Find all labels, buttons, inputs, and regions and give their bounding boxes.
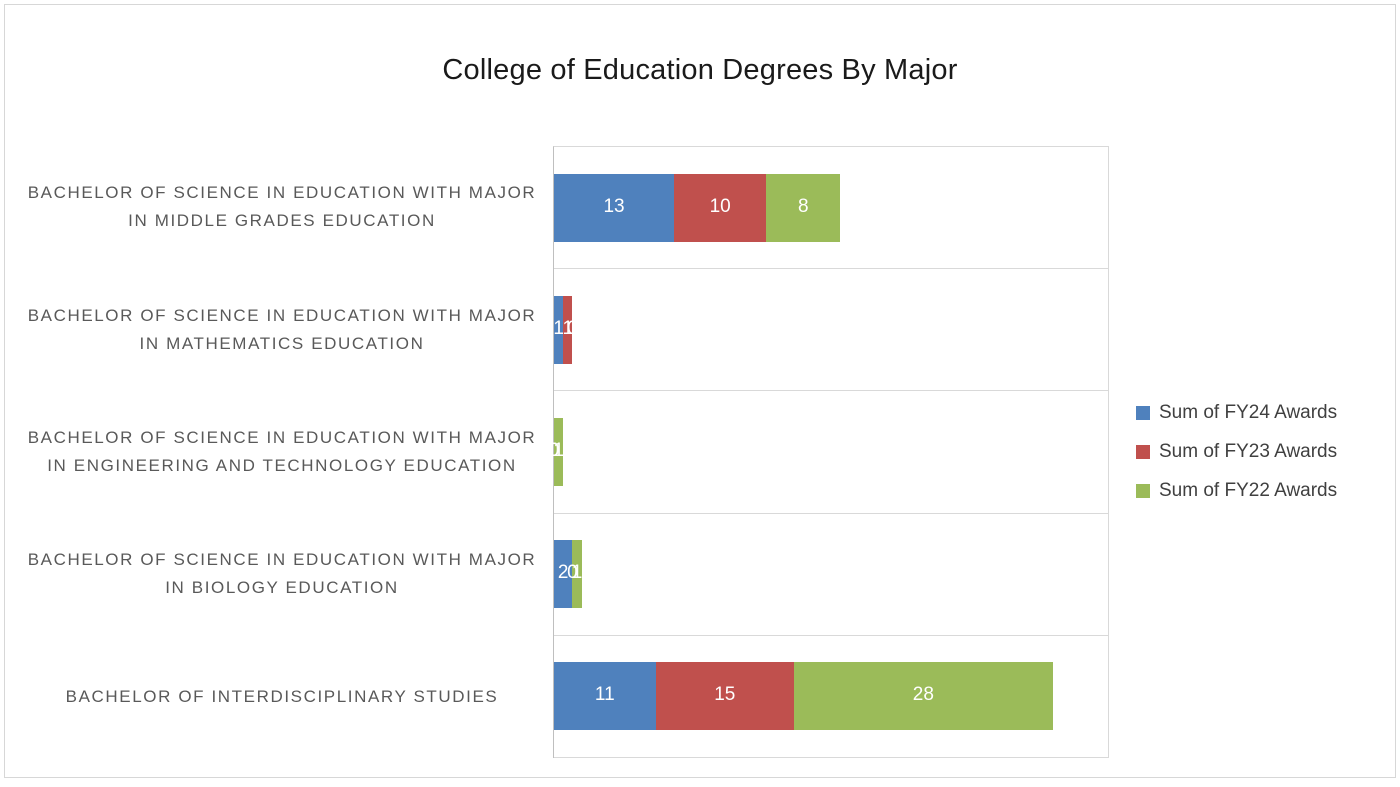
legend-swatch bbox=[1136, 406, 1150, 420]
data-label: 2 bbox=[557, 562, 569, 584]
data-label: 13 bbox=[603, 195, 625, 217]
data-label: 1 bbox=[562, 317, 574, 339]
legend-swatch bbox=[1136, 484, 1150, 498]
chart-frame: College of Education Degrees By Major BA… bbox=[4, 4, 1396, 778]
data-label: 15 bbox=[714, 684, 736, 706]
bar-segment-sum-of-fy23-awards: 1 bbox=[562, 295, 574, 364]
bar-segment-sum-of-fy24-awards: 11 bbox=[554, 662, 656, 731]
data-label: 1 bbox=[571, 562, 583, 584]
legend-label: Sum of FY23 Awards bbox=[1159, 441, 1338, 462]
bar-segment-sum-of-fy22-awards: 1 bbox=[553, 418, 564, 486]
data-label: 8 bbox=[797, 195, 809, 217]
legend-label: Sum of FY22 Awards bbox=[1159, 480, 1338, 501]
data-label: 11 bbox=[594, 684, 615, 706]
legend-swatch bbox=[1136, 445, 1150, 459]
legend-item: Sum of FY24 Awards bbox=[1136, 402, 1395, 424]
plot-row: 13 10 8 bbox=[554, 147, 1108, 270]
data-label: 28 bbox=[912, 684, 934, 706]
legend-item: Sum of FY23 Awards bbox=[1136, 441, 1395, 463]
data-label: 1 bbox=[553, 440, 564, 462]
bar-segment-sum-of-fy23-awards: 15 bbox=[655, 662, 795, 731]
legend-item: Sum of FY22 Awards bbox=[1136, 480, 1395, 502]
category-label: BACHELOR OF SCIENCE IN EDUCATION WITH MA… bbox=[27, 305, 537, 353]
category-label: BACHELOR OF INTERDISCIPLINARY STUDIES bbox=[65, 686, 499, 706]
category-label: BACHELOR OF SCIENCE IN EDUCATION WITH MA… bbox=[27, 550, 537, 598]
stacked-bar: 11 15 28 bbox=[554, 662, 1108, 731]
bar-segment-sum-of-fy24-awards: 2 bbox=[554, 540, 573, 609]
plot-area: 13 10 8 1 1 0 0 0 1 2 0 1 11 15 28 bbox=[549, 146, 1109, 759]
stacked-bar: 13 10 8 bbox=[554, 173, 1108, 242]
category-labels: BACHELOR OF SCIENCE IN EDUCATION WITH MA… bbox=[5, 146, 553, 758]
bar-segment-sum-of-fy23-awards: 10 bbox=[674, 173, 767, 242]
bar-segment-sum-of-fy22-awards: 1 bbox=[571, 540, 583, 609]
chart-body: BACHELOR OF SCIENCE IN EDUCATION WITH MA… bbox=[5, 146, 1395, 759]
bar-segment-sum-of-fy24-awards: 1 bbox=[553, 295, 564, 364]
chart-title: College of Education Degrees By Major bbox=[442, 54, 958, 86]
category-label: BACHELOR OF SCIENCE IN EDUCATION WITH MA… bbox=[27, 428, 537, 476]
legend: Sum of FY24 Awards Sum of FY23 Awards Sum … bbox=[1109, 146, 1395, 758]
legend-label: Sum of FY24 Awards bbox=[1159, 402, 1338, 423]
bar-segment-sum-of-fy24-awards: 13 bbox=[554, 173, 675, 242]
category-label: BACHELOR OF SCIENCE IN EDUCATION WITH MA… bbox=[27, 183, 537, 231]
bar-segment-sum-of-fy22-awards: 28 bbox=[794, 662, 1053, 731]
data-label: 10 bbox=[709, 195, 731, 217]
plot-row: 11 15 28 bbox=[554, 636, 1108, 759]
bar-segment-sum-of-fy22-awards: 8 bbox=[766, 173, 841, 242]
